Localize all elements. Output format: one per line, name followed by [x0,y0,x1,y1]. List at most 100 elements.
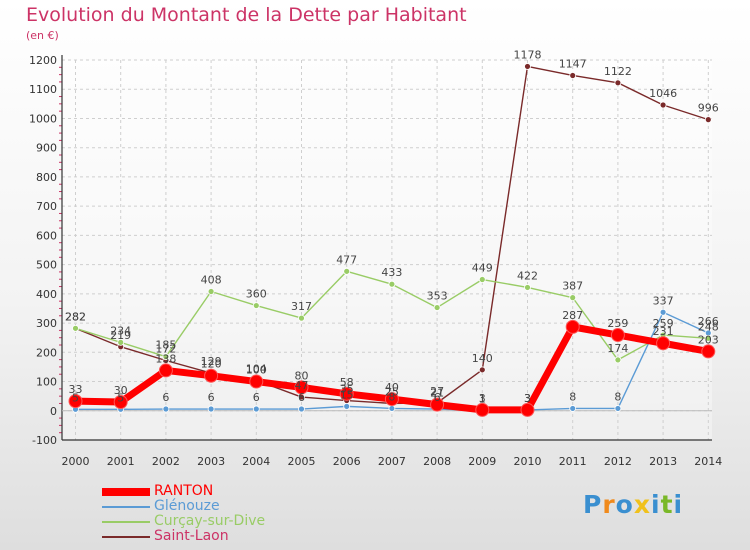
data-label-glenouze: 6 [162,391,169,404]
legend-label-saint-laon: Saint-Laon [154,528,229,544]
x-tick-label: 2008 [423,455,451,468]
legend-item-ranton[interactable]: RANTON [102,483,362,499]
y-tick-label: 700 [36,200,57,213]
data-point-glenouze [343,402,351,410]
x-tick-label: 2003 [197,455,225,468]
logo-letter: i [673,490,684,519]
x-tick-label: 2005 [288,455,316,468]
data-label-ranton: 287 [562,309,583,322]
logo-letter: t [660,490,674,519]
data-label-ranton: 203 [698,333,719,346]
data-point-glenouze [207,405,215,413]
y-tick-label: -100 [32,434,57,447]
data-label-glenouze: 8 [569,390,576,403]
data-point-curcay [207,288,215,295]
x-tick-label: 2014 [694,455,722,468]
data-label-saint-laon: 1122 [604,65,632,78]
logo-letter: r [602,490,616,519]
data-point-curcay [478,276,486,283]
data-point-curcay [162,353,170,361]
legend-item-glenouze[interactable]: Glénouze [102,498,362,514]
legend-swatch-glenouze [102,506,150,508]
data-label-curcay: 360 [246,288,267,301]
y-tick-label: 0 [50,405,57,418]
data-label-curcay: 408 [201,274,222,287]
data-label-ranton: 30 [114,384,128,397]
data-point-ranton [68,394,83,409]
y-tick-label: 900 [36,142,57,155]
data-point-ranton [475,402,490,417]
data-point-curcay [298,314,305,322]
data-label-ranton: 3 [479,392,486,405]
logo-letter: x [633,490,651,519]
plot-area [62,60,712,440]
data-label-glenouze: 1 [479,392,486,405]
data-label-ranton: 80 [295,369,309,382]
y-tick-label: 400 [36,288,57,301]
data-label-ranton: 231 [653,325,674,338]
data-label-saint-laon: 996 [698,102,719,115]
x-tick-label: 2006 [333,455,361,468]
legend-swatch-ranton [102,488,150,496]
data-point-glenouze [659,308,667,316]
proxiti-logo: Proxiti [583,490,683,519]
x-tick-label: 2012 [604,455,632,468]
data-label-glenouze: 337 [653,294,674,307]
data-label-ranton: 100 [246,364,267,377]
x-tick-label: 2009 [468,455,496,468]
data-point-ranton [294,380,309,395]
data-point-ranton [204,368,219,383]
data-point-ranton [430,397,445,412]
legend-label-curcay: Curçay-sur-Dive [154,513,266,529]
data-label-ranton: 259 [607,317,628,330]
data-point-curcay [343,267,351,275]
legend-item-saint-laon[interactable]: Saint-Laon [102,528,362,544]
y-tick-label: 300 [36,317,57,330]
data-label-curcay: 353 [427,290,448,303]
x-tick-label: 2001 [107,455,135,468]
y-tick-label: 1000 [29,112,57,125]
data-point-ranton [701,344,716,359]
y-tick-label: 600 [36,229,57,242]
data-point-saint-laon [614,79,622,87]
data-point-ranton [339,386,354,401]
data-label-saint-laon: 140 [472,352,493,365]
data-label-glenouze: 3 [524,392,531,405]
x-tick-label: 2013 [649,455,677,468]
y-tick-label: 200 [36,346,57,359]
data-label-saint-laon: 129 [201,355,222,368]
y-tick-label: 1100 [29,83,57,96]
data-label-saint-laon: 25 [385,385,399,398]
x-tick-label: 2004 [242,455,270,468]
data-label-curcay: 449 [472,262,493,275]
data-label-glenouze: 6 [208,391,215,404]
x-tick-label: 2010 [514,455,542,468]
data-label-saint-laon: 282 [65,310,86,323]
data-point-saint-laon [524,63,531,70]
data-label-glenouze: 6 [253,391,260,404]
data-point-curcay [569,294,577,302]
data-label-saint-laon: 104 [246,362,267,375]
data-point-saint-laon [704,116,712,124]
data-point-glenouze [252,405,260,413]
data-label-glenouze: 5 [72,391,79,404]
data-label-glenouze: 6 [298,391,305,404]
y-tick-label: 800 [36,171,57,184]
chart-title: Evolution du Montant de la Dette par Hab… [26,4,467,26]
data-label-curcay: 477 [336,253,357,266]
data-label-curcay: 234 [110,324,131,337]
y-tick-label: 100 [36,376,57,389]
data-label-saint-laon: 35 [340,383,354,396]
data-label-glenouze: 266 [698,315,719,328]
data-label-glenouze: 8 [388,390,395,403]
data-point-curcay [433,304,441,311]
x-tick-label: 2007 [378,455,406,468]
data-label-glenouze: 5 [117,391,124,404]
x-tick-label: 2002 [152,455,180,468]
legend-item-curcay[interactable]: Curçay-sur-Dive [102,513,362,529]
data-point-glenouze [298,405,305,413]
legend-label-ranton: RANTON [154,483,214,499]
data-label-saint-laon: 219 [110,329,131,342]
data-point-ranton [113,395,128,409]
